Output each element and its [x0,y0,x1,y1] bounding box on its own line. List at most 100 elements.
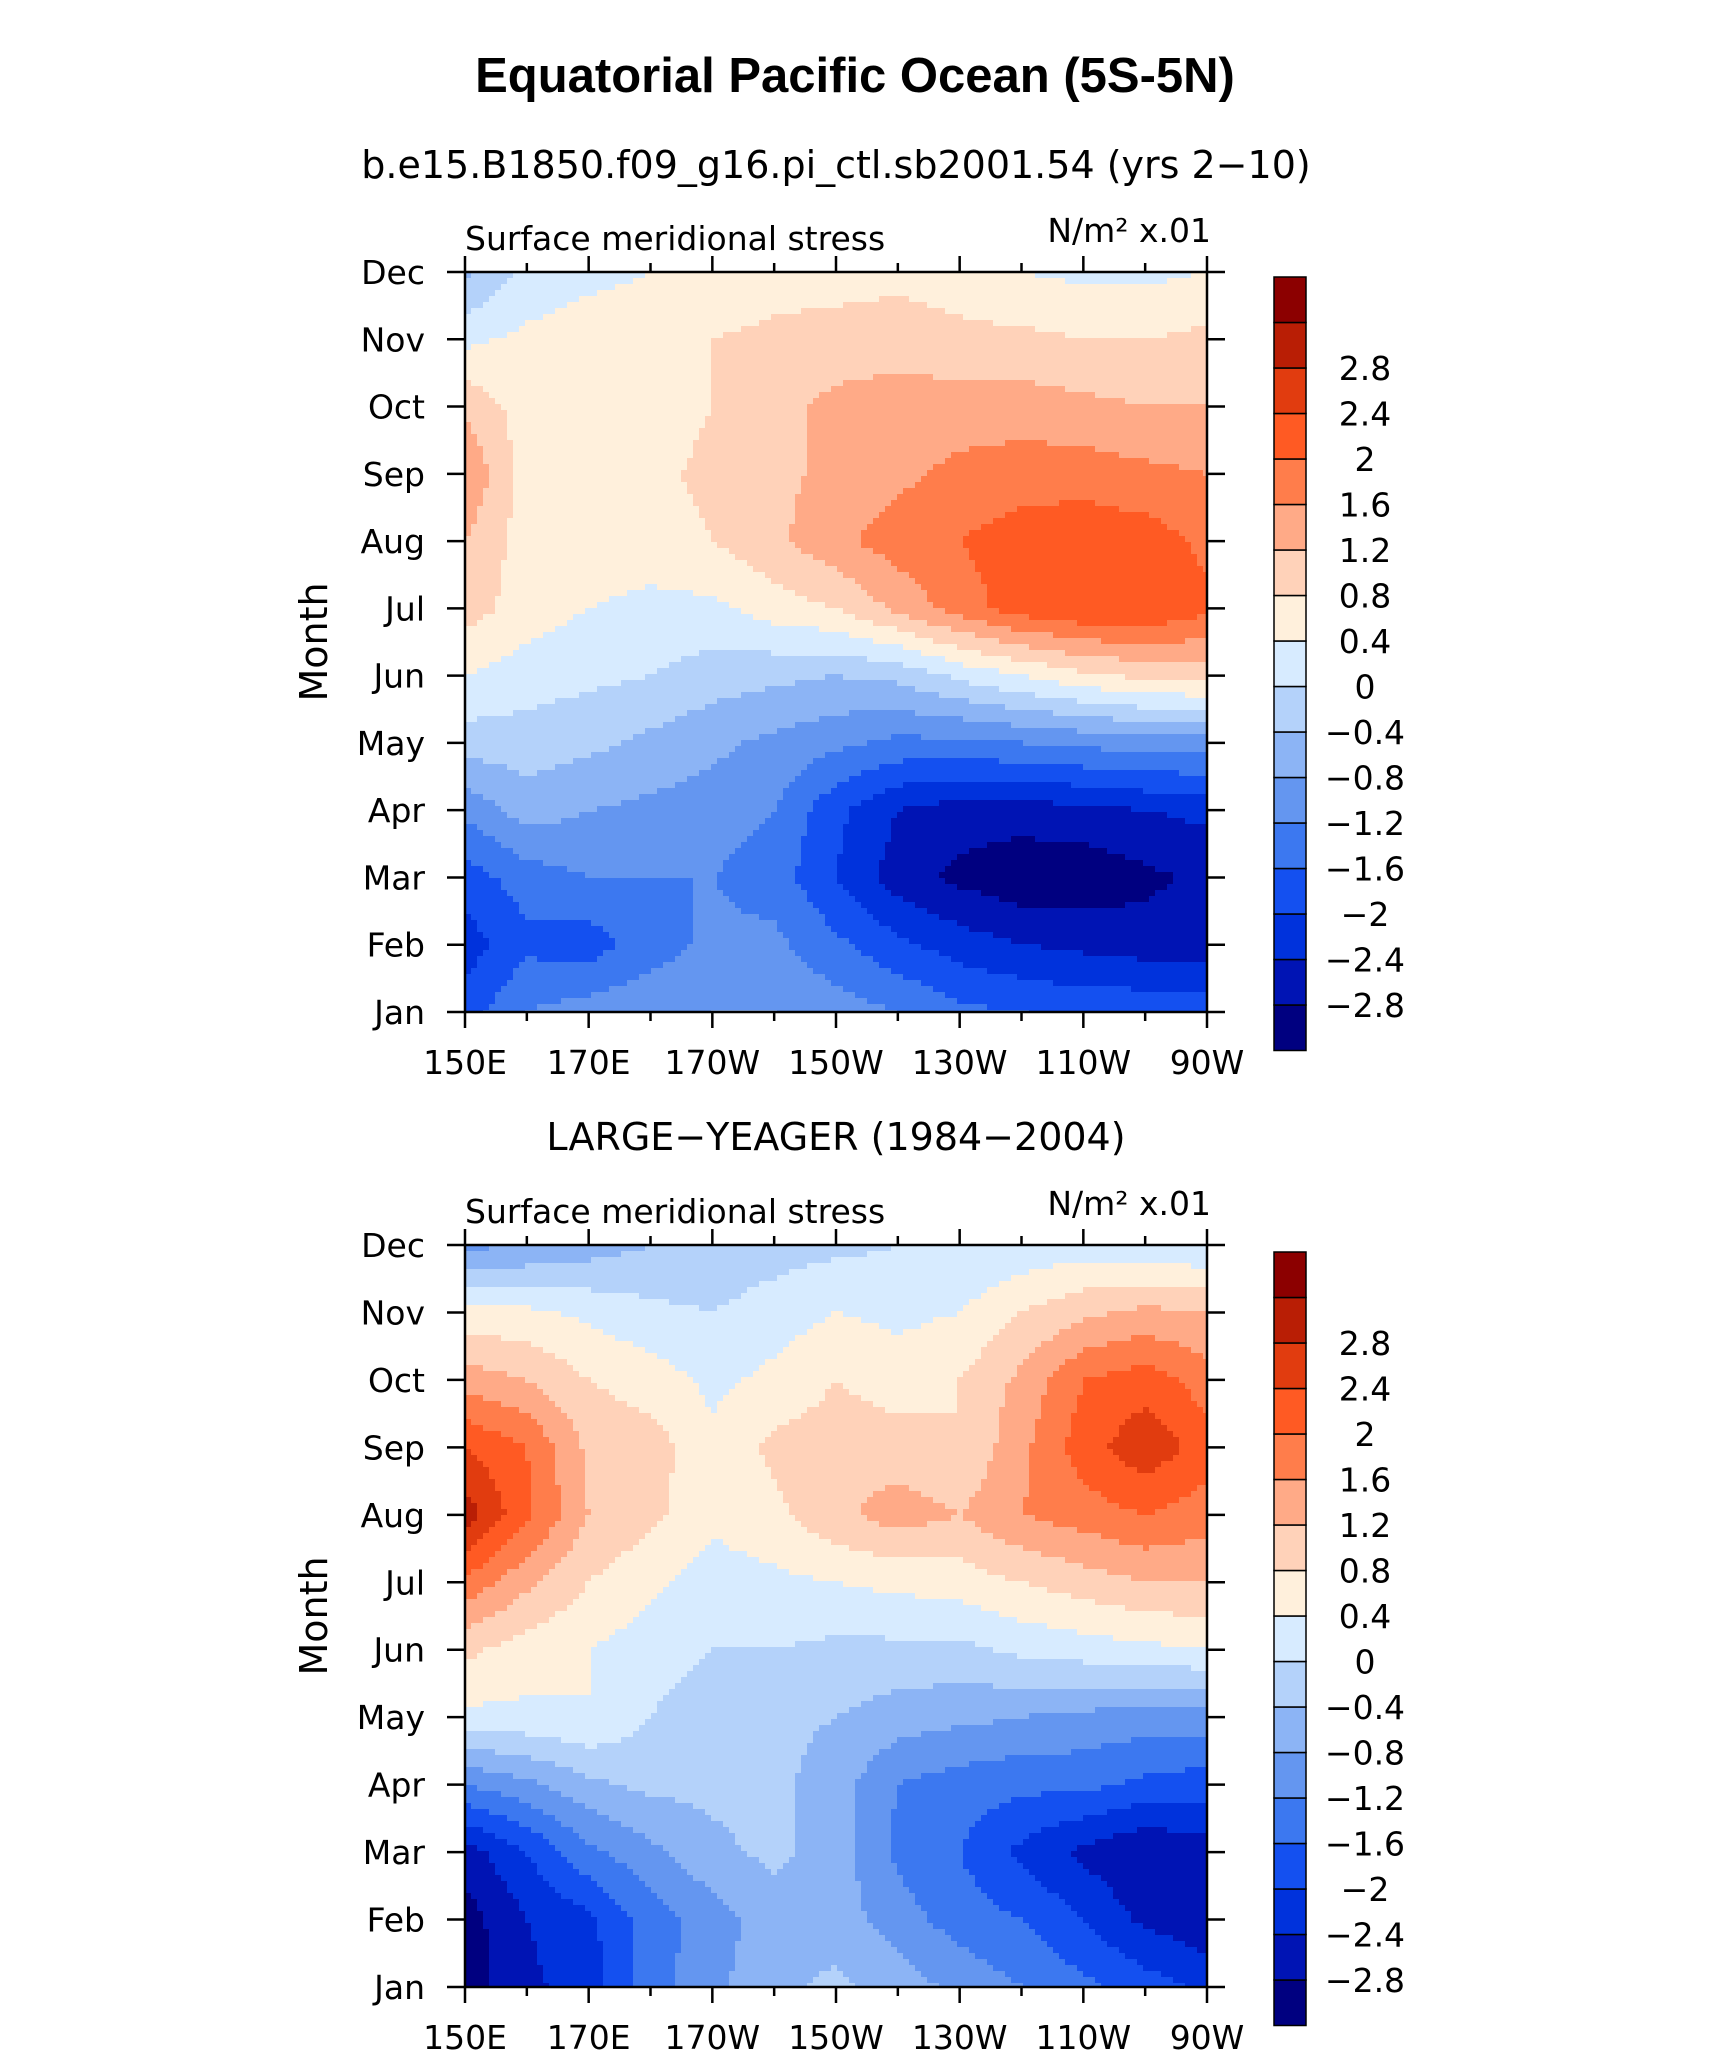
contour-cell [1191,1389,1207,1395]
contour-cell [903,1881,975,1887]
contour-cell [981,1347,1035,1353]
contour-cell [909,1887,981,1893]
contour-cell [1125,902,1207,908]
contour-cell [957,1407,999,1413]
contour-cell [807,1743,891,1749]
contour-cell [657,1419,789,1425]
contour-cell [1119,1425,1167,1431]
contour-cell [579,1869,633,1875]
contour-cell [975,1359,1023,1365]
contour-cell [585,1839,651,1845]
contour-cell [789,782,837,788]
contour-cell [921,944,1041,950]
contour-cell [573,1797,675,1803]
contour-cell [465,968,471,974]
contour-cell [1077,1473,1207,1479]
contour-cell [603,1965,633,1971]
contour-cell [723,1821,795,1827]
contour-cell [1095,446,1207,452]
contour-cell [465,1755,531,1761]
y-axis-label: Month [292,1556,336,1675]
y-tick-label: Aug [361,522,425,561]
contour-cell [885,602,933,608]
contour-cell [723,1899,861,1905]
contour-cell [1005,1383,1047,1389]
contour-cell [465,1869,495,1875]
contour-cell [465,452,483,458]
contour-cell [561,1497,585,1503]
contour-cell [999,668,1077,674]
contour-cell [897,680,969,686]
contour-cell [1053,1263,1191,1269]
contour-cell [855,1863,897,1869]
contour-cell [795,1641,975,1647]
contour-cell [465,1617,483,1623]
contour-cell [771,650,921,656]
contour-cell [813,800,861,806]
contour-cell [759,320,993,326]
contour-cell [855,944,921,950]
contour-cell [987,842,1089,848]
contour-cell [1107,848,1207,854]
contour-cell [465,1689,591,1695]
contour-cell [969,548,1191,554]
contour-cell [1185,818,1207,824]
contour-cell [597,602,729,608]
contour-cell [561,1737,621,1743]
contour-cell [1005,704,1137,710]
contour-cell [465,386,483,392]
contour-cell [831,980,921,986]
contour-cell [1173,878,1207,884]
colorbar-box [1273,1797,1307,1845]
contour-cell [987,1461,1029,1467]
contour-cell [831,386,1065,392]
contour-cell [693,1557,759,1563]
contour-cell [891,1857,963,1863]
contour-cell [969,1299,1047,1305]
contour-cell [483,1563,519,1569]
colorbar-label: 1.2 [1339,531,1391,570]
contour-cell [525,1263,807,1269]
contour-cell [795,494,897,500]
contour-cell [531,1491,561,1497]
contour-cell [627,1623,1047,1629]
contour-cell [663,1587,873,1593]
contour-cell [927,1917,1023,1923]
contour-cell [483,866,567,872]
contour-cell [849,1389,957,1395]
contour-cell [921,1491,975,1497]
contour-cell [951,956,1137,962]
contour-cell [675,1575,813,1581]
contour-cell [831,926,891,932]
contour-cell [885,1485,909,1491]
contour-cell [465,836,495,842]
contour-cell [633,734,759,740]
contour-cell [759,914,825,920]
contour-cell [795,1785,855,1791]
contour-cell [699,1389,729,1395]
contour-cell [1191,1263,1207,1269]
contour-cell [465,1467,489,1473]
contour-cell [465,1485,495,1491]
contour-cell [801,770,861,776]
contour-cell [525,1377,591,1383]
contour-cell [1113,1635,1207,1641]
contour-cell [741,1377,957,1383]
contour-cell [465,1461,483,1467]
contour-cell [465,1004,489,1010]
colorbar-box [1273,867,1307,915]
contour-cell [513,500,693,506]
contour-cell [807,422,1207,428]
contour-cell [837,1965,915,1971]
contour-cell [1107,1341,1179,1347]
contour-cell [465,974,513,980]
contour-cell [465,890,507,896]
contour-cell [561,1509,591,1515]
contour-cell [549,1569,603,1575]
contour-cell [633,1941,681,1947]
y-tick-label: Oct [368,388,425,427]
contour-cell [1059,1953,1125,1959]
contour-cell [543,1425,573,1431]
contour-cell [465,572,501,578]
contour-cell [657,788,783,794]
